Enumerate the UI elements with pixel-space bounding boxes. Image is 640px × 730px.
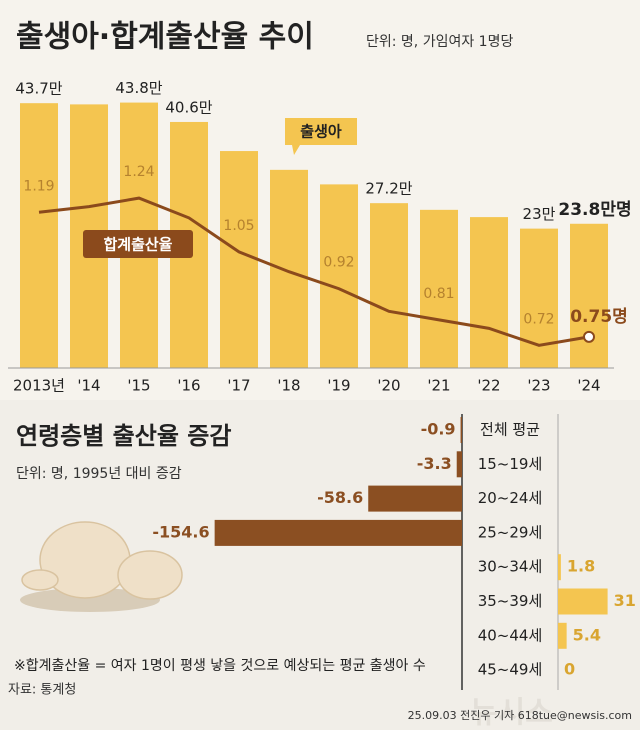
rate-value-label: 1.05 [223, 218, 254, 234]
rate-line [38, 196, 590, 347]
bar [470, 217, 508, 368]
bar [20, 103, 58, 368]
value-label: 31 [614, 591, 636, 610]
category-label: 25~29세 [478, 523, 543, 541]
x-tick-label: '24 [577, 377, 600, 395]
bar [320, 184, 358, 368]
x-tick-label: '21 [427, 377, 450, 395]
bar-value-label: 43.8만 [115, 79, 162, 97]
value-label: -154.6 [152, 522, 209, 541]
category-label: 전체 평균 [480, 421, 540, 439]
x-tick-label: '20 [377, 377, 400, 395]
bar [368, 485, 462, 512]
bar [520, 228, 558, 368]
chart-title: 연령층별 출산율 증감 [16, 422, 231, 450]
x-tick-label: '22 [477, 377, 500, 395]
source: 자료: 통계청 [8, 683, 76, 698]
chart-title: 출생아·합계출산율 추이 [16, 20, 314, 55]
credit: 25.09.03 전진우 기자 618tue@newsis.com [408, 709, 632, 722]
x-tick-label: '18 [277, 377, 300, 395]
rate-value-label: 0.75명 [570, 307, 628, 327]
bar-value-label: 43.7만 [15, 80, 62, 98]
bar [456, 451, 462, 478]
value-label: 0 [564, 660, 575, 679]
bar-value-label: 40.6만 [165, 98, 212, 116]
value-label: -58.6 [317, 488, 363, 507]
x-tick-label: '23 [527, 377, 550, 395]
value-label: -0.9 [421, 420, 456, 439]
bar [558, 588, 608, 615]
unit-note: 단위: 명, 가임여자 1명당 [366, 34, 513, 50]
bar [220, 151, 258, 368]
x-tick-label: '15 [127, 377, 150, 395]
x-tick-label: '16 [177, 377, 200, 395]
category-label: 45~49세 [478, 661, 543, 679]
legend-label: 합계출산율 [103, 236, 172, 254]
x-tick-label: 2013년 [13, 377, 65, 395]
bar [460, 417, 462, 443]
x-tick-label: '17 [227, 377, 250, 395]
unit-note: 단위: 명, 1995년 대비 증감 [16, 466, 182, 482]
category-label: 15~19세 [478, 455, 543, 473]
rate-value-label: 0.92 [323, 255, 354, 271]
bar [420, 209, 458, 368]
category-label: 20~24세 [478, 489, 543, 507]
rate-value-label: 1.24 [123, 164, 154, 180]
bar [270, 169, 308, 368]
rate-point [583, 330, 595, 343]
bar-value-label: 27.2만 [365, 180, 412, 198]
category-label: 40~44세 [478, 626, 543, 644]
legend-callout [83, 230, 193, 258]
footnote: ※합계출산율 = 여자 1명이 평생 낳을 것으로 예상되는 평균 출생아 수 [14, 658, 426, 674]
bar-value-label: 23.8만명 [558, 200, 631, 220]
x-tick-label: '14 [77, 377, 100, 395]
bar [558, 554, 561, 581]
legend-callout [285, 118, 357, 155]
rate-value-label: 0.81 [423, 286, 454, 302]
legend-label: 출생아 [300, 123, 342, 141]
category-label: 35~39세 [478, 592, 543, 610]
rate-value-label: 0.72 [523, 311, 554, 327]
bar [214, 519, 462, 546]
value-label: -3.3 [417, 454, 452, 473]
baby-illustration [20, 521, 183, 612]
bar [570, 223, 608, 368]
watermark: 뉴시스 [470, 696, 553, 730]
bar [370, 203, 408, 368]
rate-value-label: 1.19 [23, 178, 54, 194]
bar [558, 622, 567, 649]
value-label: 5.4 [573, 625, 601, 644]
bar-value-label: 23만 [523, 205, 556, 223]
value-label: 1.8 [567, 557, 595, 576]
x-tick-label: '19 [327, 377, 350, 395]
category-label: 30~34세 [478, 558, 543, 576]
